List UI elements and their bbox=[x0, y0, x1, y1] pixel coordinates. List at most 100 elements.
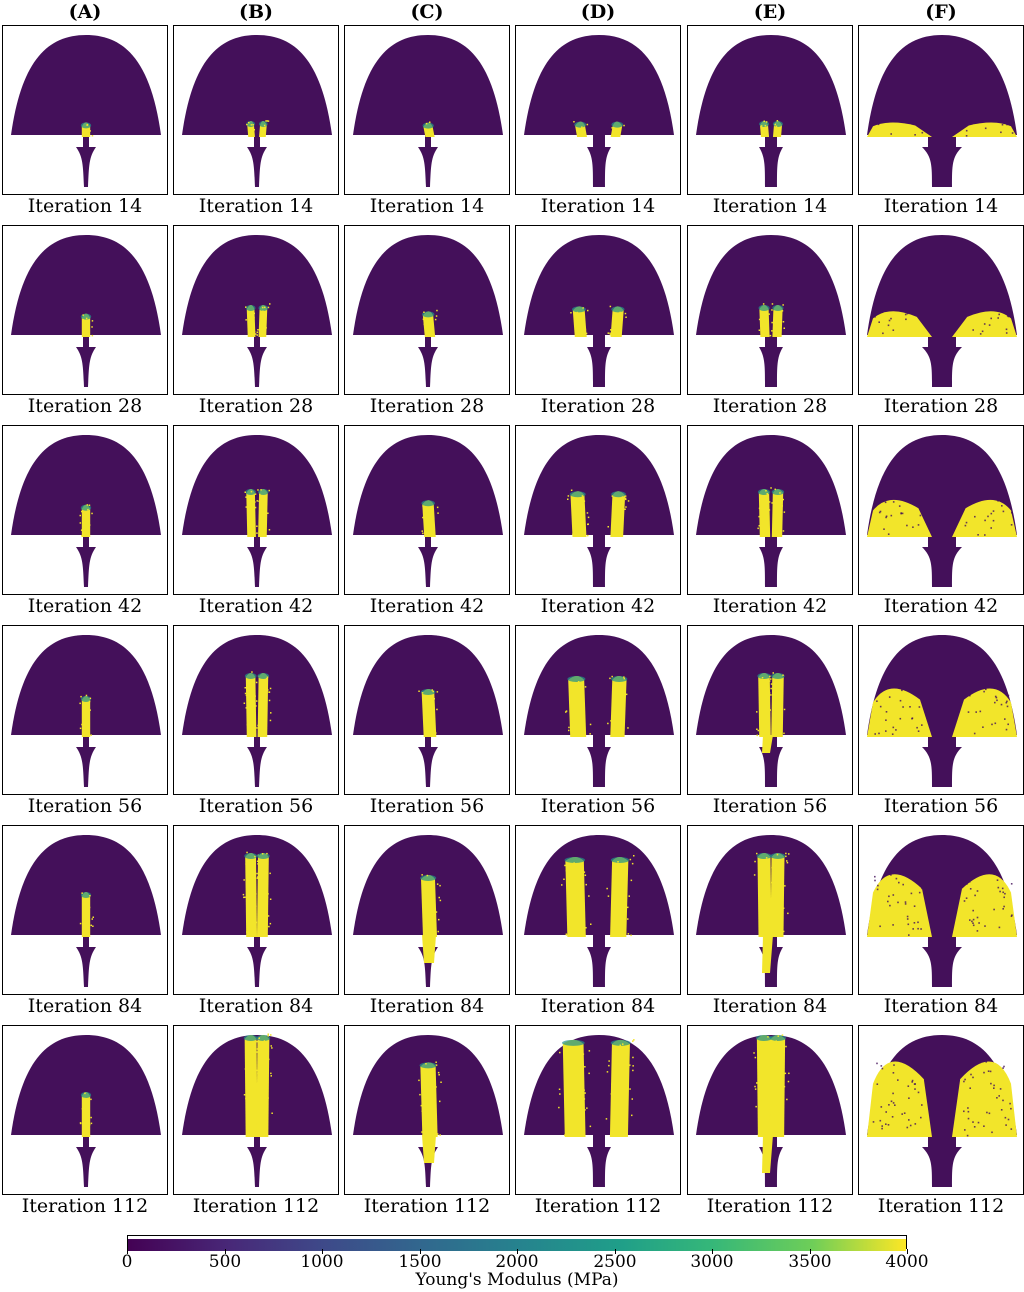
speckle bbox=[608, 1060, 610, 1062]
speckle bbox=[271, 1047, 273, 1049]
stem-shape bbox=[247, 735, 267, 787]
colorbar-tick bbox=[517, 1249, 518, 1254]
stem-shape bbox=[247, 335, 267, 387]
speckle bbox=[1010, 1107, 1012, 1110]
speckle bbox=[421, 885, 424, 888]
speckle bbox=[763, 120, 765, 122]
speckle bbox=[781, 902, 783, 904]
speckle bbox=[756, 852, 758, 855]
right-stiff-region bbox=[952, 122, 1017, 137]
speckle bbox=[891, 733, 894, 735]
stem-shape bbox=[418, 535, 438, 587]
speckle bbox=[265, 899, 268, 902]
speckle bbox=[775, 512, 777, 514]
speckle bbox=[785, 855, 787, 858]
stiff-region bbox=[245, 853, 257, 937]
speckle bbox=[908, 1097, 910, 1099]
speckle bbox=[899, 699, 902, 702]
speckle bbox=[769, 1084, 771, 1086]
stem-shape bbox=[759, 335, 783, 387]
speckle bbox=[252, 524, 254, 526]
speckle bbox=[256, 331, 259, 333]
speckle bbox=[259, 493, 261, 496]
speckle bbox=[440, 1081, 442, 1083]
speckle bbox=[630, 934, 632, 937]
speckle bbox=[251, 706, 254, 708]
transition-zone bbox=[569, 491, 586, 498]
yellow-region bbox=[79, 504, 93, 537]
speckle bbox=[769, 334, 772, 337]
transition-zone bbox=[611, 491, 626, 498]
speckle bbox=[999, 1088, 1002, 1090]
speckle bbox=[921, 1104, 923, 1106]
speckle bbox=[269, 687, 272, 690]
speckle bbox=[583, 500, 586, 502]
speckle bbox=[266, 852, 268, 855]
speckle bbox=[249, 1074, 252, 1076]
transition-zone bbox=[80, 122, 92, 129]
speckle bbox=[89, 709, 91, 711]
speckle bbox=[1001, 123, 1004, 126]
speckle bbox=[618, 1069, 620, 1071]
speckle bbox=[267, 120, 270, 122]
speckle bbox=[762, 1103, 765, 1105]
speckle bbox=[989, 1070, 992, 1073]
speckle bbox=[427, 1077, 429, 1080]
speckle bbox=[775, 129, 778, 132]
speckle bbox=[782, 876, 784, 878]
speckle bbox=[1005, 328, 1008, 331]
speckle bbox=[82, 318, 84, 321]
speckle bbox=[611, 533, 613, 535]
speckle bbox=[435, 1126, 437, 1128]
speckle bbox=[778, 729, 780, 732]
speckle bbox=[780, 716, 782, 718]
dome-shape bbox=[867, 35, 1017, 135]
stem-shape bbox=[922, 935, 962, 987]
speckle bbox=[1001, 887, 1004, 890]
speckle bbox=[567, 495, 570, 497]
speckle bbox=[246, 724, 249, 726]
dome-shape bbox=[867, 235, 1017, 335]
simulation-panel bbox=[2, 625, 168, 795]
speckle bbox=[582, 929, 584, 931]
speckle bbox=[586, 512, 589, 514]
speckle bbox=[757, 527, 759, 530]
iteration-caption: Iteration 84 bbox=[27, 995, 143, 1017]
speckle bbox=[754, 860, 756, 863]
speckle bbox=[613, 707, 615, 710]
speckle bbox=[918, 706, 921, 708]
speckle bbox=[246, 707, 249, 709]
speckle bbox=[426, 515, 429, 517]
speckle bbox=[611, 1120, 613, 1122]
speckle bbox=[995, 696, 998, 699]
speckle bbox=[920, 505, 923, 507]
speckle bbox=[427, 1122, 430, 1125]
speckle bbox=[985, 688, 987, 691]
speckle bbox=[431, 733, 433, 735]
speckle bbox=[567, 498, 569, 500]
speckle bbox=[581, 495, 584, 497]
speckle bbox=[888, 319, 891, 322]
speckle bbox=[438, 896, 440, 899]
speckle bbox=[431, 893, 433, 896]
iteration-caption: Iteration 42 bbox=[540, 595, 656, 617]
speckle bbox=[992, 519, 995, 522]
speckle bbox=[1006, 315, 1009, 317]
simulation-panel bbox=[687, 825, 853, 995]
speckle bbox=[1006, 123, 1008, 126]
colorbar bbox=[127, 1235, 907, 1251]
dome-shape bbox=[182, 635, 332, 735]
speckle bbox=[263, 1040, 266, 1042]
speckle bbox=[259, 905, 262, 908]
speckle bbox=[615, 513, 617, 516]
speckle bbox=[254, 887, 256, 890]
speckle bbox=[890, 133, 892, 135]
transition-zone bbox=[256, 853, 270, 859]
speckle bbox=[435, 1064, 438, 1066]
speckle bbox=[760, 896, 762, 898]
speckle bbox=[426, 132, 429, 135]
speckle bbox=[901, 689, 903, 692]
speckle bbox=[256, 1051, 258, 1053]
speckle bbox=[256, 860, 259, 862]
speckle bbox=[760, 895, 762, 897]
